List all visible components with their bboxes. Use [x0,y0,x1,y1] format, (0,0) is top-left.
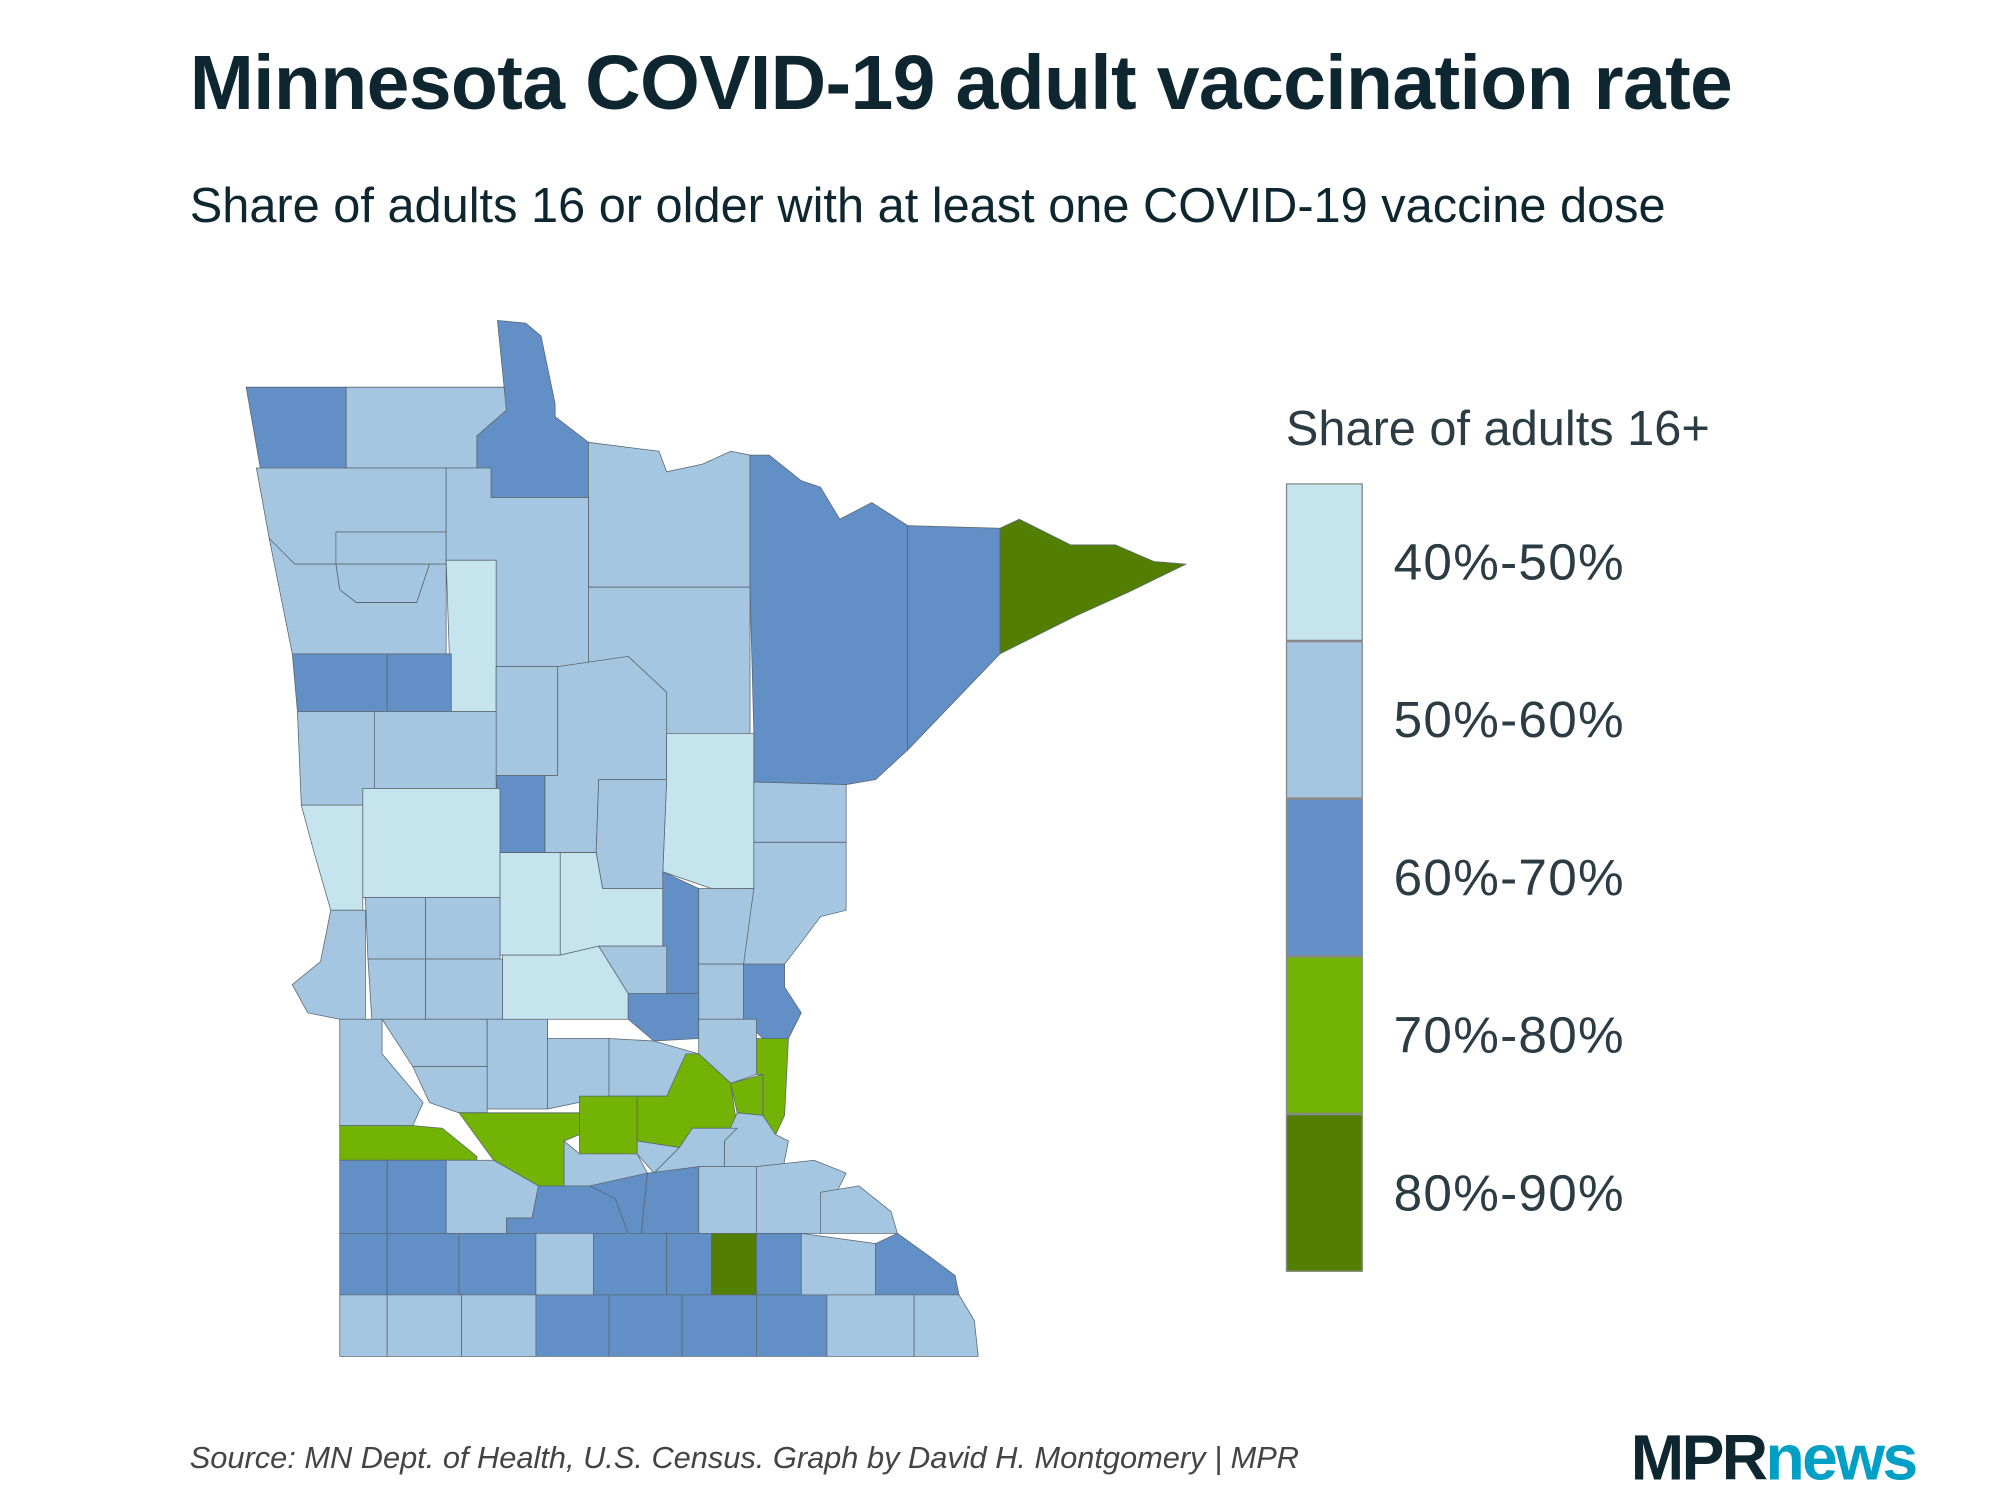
chart-title: Minnesota COVID-19 adult vaccination rat… [189,39,1733,126]
county [381,1018,488,1068]
legend-title: Share of adults 16+ [1285,402,1710,457]
county [339,1159,388,1234]
county [698,963,744,1020]
county [711,1232,757,1296]
county [386,1159,447,1234]
county [640,1166,700,1238]
county [386,1294,462,1357]
county [245,386,347,469]
county [913,1294,979,1357]
county [300,804,364,911]
legend-swatch-60-70 [1285,798,1363,957]
county [743,841,847,965]
county [698,1018,757,1084]
county [495,666,559,777]
county [800,1232,877,1296]
county [666,1232,712,1296]
county [291,653,388,712]
county [698,1166,757,1234]
county [756,1294,828,1357]
county [445,559,497,712]
legend-label: 50%-60% [1393,692,1625,749]
county [662,732,755,889]
county [535,1232,594,1296]
county [495,775,546,853]
county [373,711,497,789]
county [608,1294,683,1357]
county [335,563,431,603]
county [999,518,1188,655]
county [662,871,700,994]
county [749,454,909,786]
mpr-news-logo: MPRnews [1630,1421,1918,1494]
county [499,852,561,956]
legend-label: 70%-80% [1393,1007,1625,1065]
county [593,1232,668,1296]
county [425,897,501,960]
county [826,1294,915,1357]
county [386,1232,460,1296]
county [535,1294,610,1357]
county [386,653,452,712]
county [412,1066,488,1114]
county [820,1185,898,1234]
county [579,1095,638,1155]
chart-subtitle: Share of adults 16 or older with at leas… [189,179,1666,234]
county [627,993,700,1042]
legend-swatch-80-90 [1285,1114,1363,1272]
county [364,897,427,960]
county [339,1125,478,1161]
county [681,1294,757,1357]
county [461,1294,537,1357]
county [339,1294,388,1357]
county [486,1018,548,1110]
county [753,781,847,843]
county [425,958,503,1020]
legend-label: 60%-70% [1393,849,1625,907]
county [756,1232,802,1296]
source-note: Source: MN Dept. of Health, U.S. Census.… [189,1441,1299,1476]
county [362,788,501,898]
county [595,779,668,889]
legend-label: 40%-50% [1393,534,1625,592]
county [875,1232,960,1296]
legend-swatch-50-60 [1285,641,1363,799]
legend-swatch-40-50 [1285,483,1363,642]
county [588,441,751,588]
county [367,958,427,1020]
county [291,909,366,1020]
legend-label: 80%-90% [1393,1165,1625,1222]
legend-swatch-70-80 [1285,956,1363,1115]
county [907,525,1001,751]
county [335,531,447,565]
county [458,1232,537,1296]
county [339,1232,388,1296]
